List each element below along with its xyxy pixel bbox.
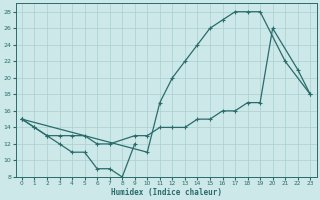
X-axis label: Humidex (Indice chaleur): Humidex (Indice chaleur) — [111, 188, 221, 197]
